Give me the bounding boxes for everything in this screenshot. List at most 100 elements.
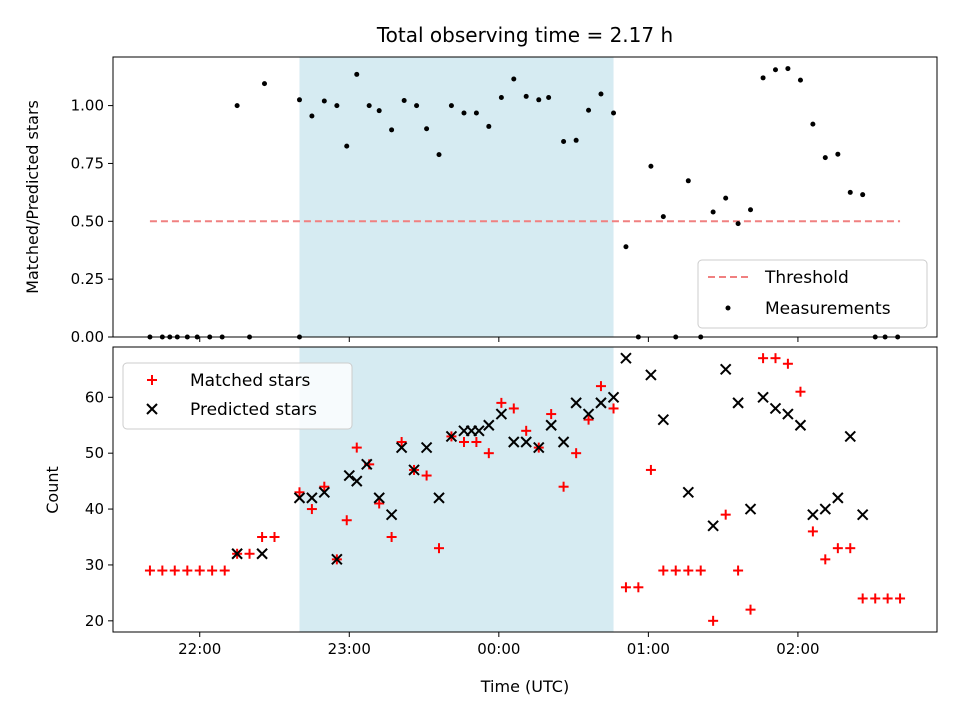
- matched-point: [745, 604, 756, 615]
- measurement-point: [835, 151, 841, 157]
- matched-point: [396, 437, 407, 447]
- measurement-point: [710, 209, 716, 215]
- matched-point: [294, 487, 305, 498]
- predicted-point: [520, 436, 532, 448]
- predicted-point: [682, 486, 695, 499]
- measurement-point: [366, 103, 372, 109]
- matched-point: [820, 554, 831, 565]
- predicted-point: [385, 508, 398, 521]
- y-tick-label: 30: [85, 556, 104, 574]
- matched-point: [269, 532, 280, 542]
- predicted-point: [757, 391, 769, 404]
- matched-point: [782, 358, 793, 369]
- matched-point: [434, 543, 445, 554]
- y-tick-label: 0.25: [71, 270, 104, 288]
- matched-point: [257, 532, 268, 542]
- matched-point: [219, 565, 230, 576]
- x-tick-label: 00:00: [477, 640, 520, 658]
- predicted-point: [744, 503, 757, 515]
- measurement-point: [436, 152, 442, 158]
- predicted-point: [508, 436, 520, 448]
- measurement-point: [586, 107, 592, 113]
- top-panel: 0.00 0.25 0.50 0.75 1.00 Matched/Predicted s…: [23, 56, 938, 346]
- matched-point: [374, 498, 385, 509]
- matched-point: [244, 548, 255, 559]
- matched-point: [795, 386, 806, 397]
- bottom-series: [144, 352, 906, 626]
- top-y-axis-label: Matched/Predicted stars: [23, 100, 42, 294]
- matched-point: [895, 593, 906, 604]
- top-x-axis: [199, 337, 799, 342]
- predicted-point: [719, 363, 732, 376]
- predicted-point: [420, 441, 433, 454]
- measurement-point: [334, 103, 340, 109]
- predicted-point: [256, 548, 268, 560]
- legend-matched-swatch: [147, 375, 157, 385]
- legend-measurements-swatch: [725, 305, 731, 311]
- matched-point: [608, 403, 619, 414]
- bottom-legend-box: [122, 362, 353, 430]
- legend-predicted-swatch: [146, 403, 158, 415]
- predicted-point: [306, 492, 318, 504]
- matched-point: [194, 565, 205, 576]
- y-tick-label: 50: [85, 444, 104, 462]
- x-tick-label: 22:00: [178, 640, 221, 658]
- measurement-point: [389, 127, 395, 133]
- bottom-x-axis: 22:00 23:00 00:00 01:00 02:00: [178, 632, 820, 658]
- matched-point: [583, 414, 594, 425]
- measurement-point: [414, 103, 420, 109]
- measurement-point: [511, 76, 517, 82]
- predicted-point: [473, 425, 485, 437]
- measurement-point: [810, 121, 816, 127]
- matched-point: [386, 532, 397, 542]
- measurement-point: [685, 178, 691, 184]
- measurement-point: [473, 110, 479, 116]
- predicted-point: [794, 419, 807, 431]
- matched-point: [571, 448, 582, 459]
- measurement-point: [234, 103, 240, 109]
- legend-matched-label: Matched stars: [190, 371, 310, 391]
- measurement-point: [660, 214, 666, 220]
- matched-point: [144, 565, 155, 576]
- predicted-point: [331, 553, 343, 566]
- predicted-point: [557, 436, 570, 448]
- measurement-point: [748, 207, 754, 213]
- measurement-point: [461, 110, 467, 116]
- predicted-point: [483, 419, 495, 431]
- top-y-axis: 0.00 0.25 0.50 0.75 1.00: [71, 97, 113, 346]
- matched-point: [496, 397, 507, 408]
- predicted-point: [782, 408, 794, 420]
- predicted-point: [819, 503, 831, 515]
- matched-point: [645, 464, 656, 475]
- measurement-point: [847, 189, 853, 195]
- predicted-point: [351, 475, 363, 487]
- measurement-point: [573, 137, 579, 143]
- matched-point: [421, 470, 432, 481]
- predicted-point: [844, 430, 856, 443]
- matched-point: [807, 526, 818, 537]
- y-tick-label: 1.00: [71, 97, 104, 115]
- matched-point: [845, 543, 856, 554]
- matched-point: [832, 543, 843, 554]
- matched-point: [595, 381, 606, 392]
- measurement-point: [321, 98, 327, 104]
- measurement-point: [623, 244, 629, 250]
- measurement-point: [498, 94, 504, 100]
- predicted-point: [361, 458, 373, 471]
- predicted-point: [445, 430, 458, 443]
- predicted-point: [832, 492, 844, 504]
- matched-point: [758, 353, 769, 364]
- matched-point: [157, 565, 168, 576]
- predicted-point: [582, 408, 595, 420]
- measurement-point: [536, 97, 542, 103]
- matched-point: [770, 353, 781, 364]
- measurement-point: [723, 195, 729, 201]
- matched-point: [620, 582, 631, 593]
- predicted-point: [373, 492, 385, 504]
- measurement-point: [648, 163, 654, 169]
- y-tick-label: 0.50: [71, 212, 104, 230]
- x-axis-label: Time (UTC): [480, 677, 569, 696]
- y-tick-label: 0.00: [71, 328, 104, 346]
- matched-point: [670, 565, 681, 576]
- matched-point: [182, 565, 193, 576]
